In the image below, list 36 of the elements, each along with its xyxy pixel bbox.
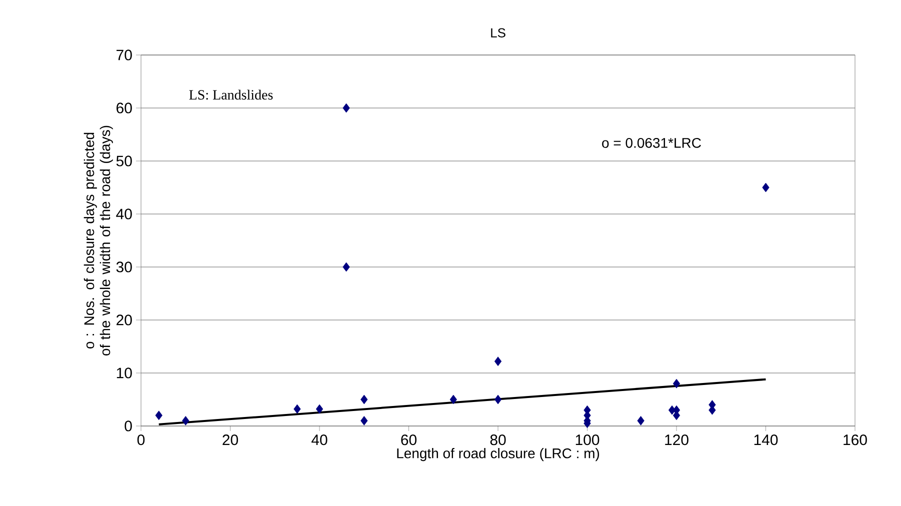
point [182, 416, 190, 426]
point [762, 182, 770, 192]
annotation: LS: Landslides [189, 90, 273, 100]
x-tick-label: 20 [222, 434, 238, 446]
x-tick-label: 0 [137, 434, 145, 446]
x-axis-title: Length of road closure (LRC : m) [397, 448, 600, 462]
chart-title: LS [491, 28, 506, 38]
x-tick-label: 60 [401, 434, 416, 446]
point [342, 103, 350, 113]
y-tick-label: 40 [116, 208, 132, 220]
y-tick-label: 60 [116, 102, 132, 114]
y-tick-label: 20 [116, 314, 132, 326]
y-tick-label: 10 [116, 368, 132, 378]
y-tick-label: 0 [124, 420, 132, 432]
point [637, 416, 644, 426]
point [494, 394, 502, 404]
y-tick-label: 70 [116, 50, 132, 60]
x-tick-label: 80 [490, 434, 506, 446]
x-tick-label: 120 [665, 434, 688, 446]
x-tick-label: 100 [576, 434, 600, 446]
point [155, 410, 162, 420]
y-tick-label: 50 [116, 156, 132, 166]
y-axis-title: o : Nos. of closure days predicted of the whole width of the road (days) [84, 126, 113, 356]
x-tick-label: 140 [754, 434, 778, 446]
point [494, 356, 502, 366]
point [342, 262, 350, 272]
point [672, 378, 680, 388]
annotation: o = 0.0631*LRC [602, 138, 701, 148]
x-tick-label: 160 [844, 434, 867, 446]
point [450, 394, 457, 404]
y-tick-label: 30 [116, 262, 132, 272]
point [360, 394, 368, 404]
point [294, 404, 301, 414]
point [316, 404, 324, 414]
point [360, 416, 368, 426]
x-tick-label: 40 [312, 434, 328, 446]
